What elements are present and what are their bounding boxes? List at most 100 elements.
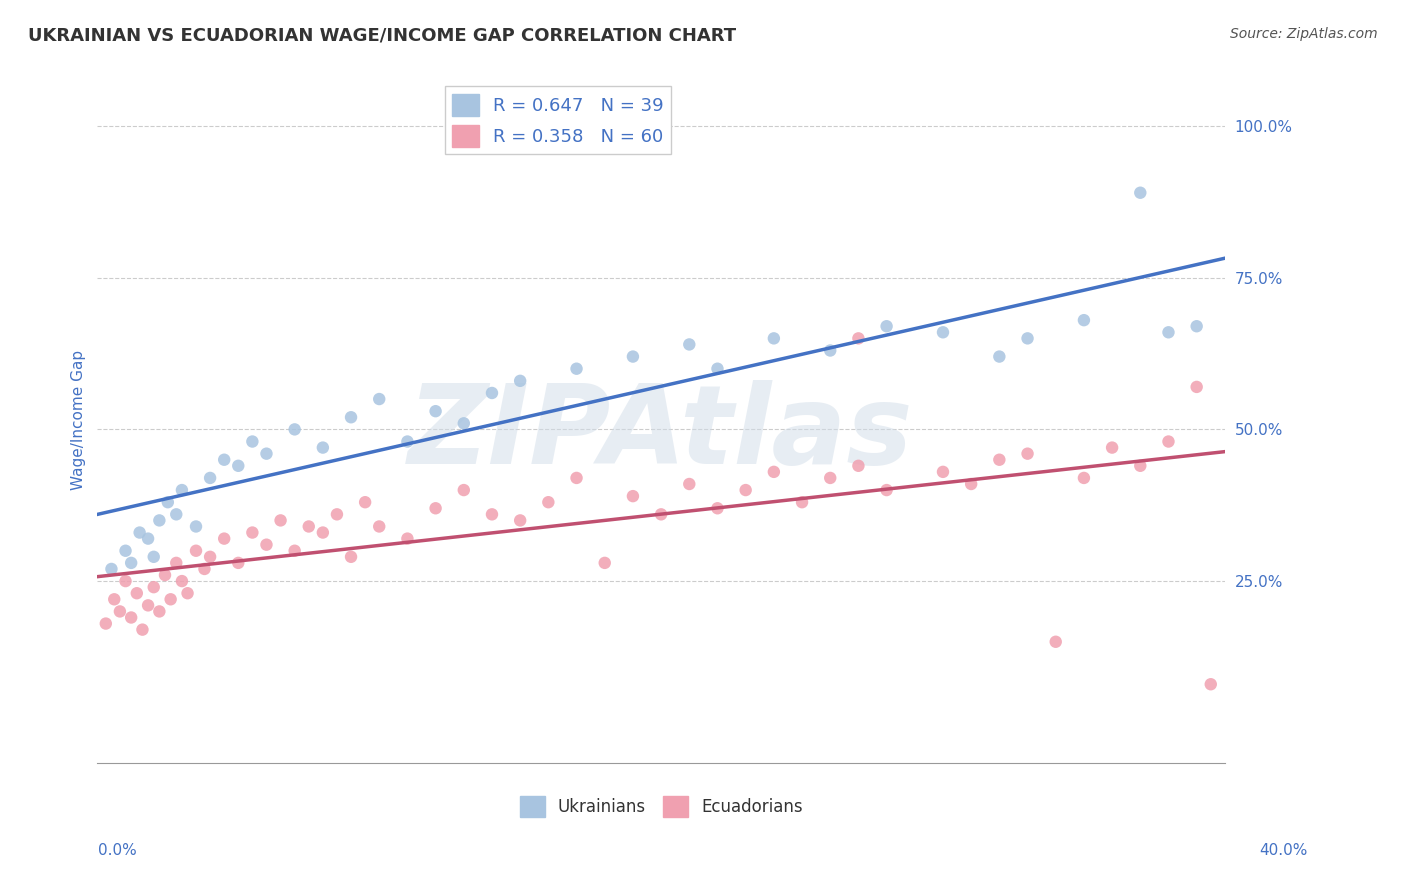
Point xyxy=(678,337,700,351)
Point xyxy=(1101,441,1123,455)
Point xyxy=(198,549,221,564)
Point xyxy=(284,543,307,558)
Point xyxy=(876,319,898,334)
Point xyxy=(453,417,475,431)
Point xyxy=(165,556,187,570)
Point xyxy=(284,422,307,436)
Point xyxy=(621,350,644,364)
Point xyxy=(298,519,321,533)
Point xyxy=(136,599,159,613)
Point xyxy=(621,489,644,503)
Point xyxy=(565,471,588,485)
Text: Source: ZipAtlas.com: Source: ZipAtlas.com xyxy=(1230,27,1378,41)
Point xyxy=(790,495,813,509)
Point xyxy=(848,458,870,473)
Point xyxy=(176,586,198,600)
Point xyxy=(1129,186,1152,200)
Point xyxy=(706,501,728,516)
Point xyxy=(170,483,193,497)
Point xyxy=(1045,634,1067,648)
Point xyxy=(1073,313,1095,327)
Point xyxy=(114,543,136,558)
Text: 0.0%: 0.0% xyxy=(98,843,138,858)
Text: 40.0%: 40.0% xyxy=(1260,843,1308,858)
Point xyxy=(340,410,363,425)
Point xyxy=(242,525,264,540)
Point xyxy=(988,452,1011,467)
Point xyxy=(1157,326,1180,340)
Point xyxy=(734,483,756,497)
Point xyxy=(131,623,153,637)
Point xyxy=(153,568,176,582)
Point xyxy=(932,326,955,340)
Point xyxy=(509,374,531,388)
Point xyxy=(650,508,672,522)
Point xyxy=(226,556,249,570)
Point xyxy=(193,562,215,576)
Point xyxy=(565,361,588,376)
Point xyxy=(108,604,131,618)
Point xyxy=(120,610,142,624)
Point xyxy=(593,556,616,570)
Point xyxy=(537,495,560,509)
Text: UKRAINIAN VS ECUADORIAN WAGE/INCOME GAP CORRELATION CHART: UKRAINIAN VS ECUADORIAN WAGE/INCOME GAP … xyxy=(28,27,737,45)
Point xyxy=(848,331,870,345)
Point xyxy=(481,386,503,401)
Point xyxy=(1017,447,1039,461)
Point xyxy=(354,495,377,509)
Point xyxy=(256,538,278,552)
Point xyxy=(212,452,235,467)
Legend: Ukrainians, Ecuadorians: Ukrainians, Ecuadorians xyxy=(513,789,810,823)
Point xyxy=(142,549,165,564)
Point xyxy=(706,361,728,376)
Text: ZIPAtlas: ZIPAtlas xyxy=(408,381,914,488)
Point xyxy=(762,465,785,479)
Point xyxy=(960,477,983,491)
Point xyxy=(818,471,841,485)
Point xyxy=(128,525,150,540)
Point xyxy=(100,562,122,576)
Point xyxy=(198,471,221,485)
Point xyxy=(326,508,349,522)
Point xyxy=(425,404,447,418)
Point xyxy=(1073,471,1095,485)
Point xyxy=(1199,677,1222,691)
Point xyxy=(212,532,235,546)
Point xyxy=(312,525,335,540)
Point xyxy=(148,513,170,527)
Point xyxy=(876,483,898,497)
Point xyxy=(1185,380,1208,394)
Point xyxy=(762,331,785,345)
Point xyxy=(184,519,207,533)
Point xyxy=(1157,434,1180,449)
Point xyxy=(396,532,419,546)
Point xyxy=(425,501,447,516)
Point xyxy=(678,477,700,491)
Point xyxy=(184,543,207,558)
Point xyxy=(481,508,503,522)
Point xyxy=(988,350,1011,364)
Point xyxy=(165,508,187,522)
Point xyxy=(1129,458,1152,473)
Point xyxy=(368,392,391,406)
Point xyxy=(509,513,531,527)
Point xyxy=(396,434,419,449)
Point xyxy=(136,532,159,546)
Point xyxy=(368,519,391,533)
Point xyxy=(226,458,249,473)
Point xyxy=(170,574,193,588)
Point xyxy=(818,343,841,358)
Point xyxy=(156,495,179,509)
Point xyxy=(453,483,475,497)
Point xyxy=(120,556,142,570)
Point xyxy=(340,549,363,564)
Point xyxy=(312,441,335,455)
Point xyxy=(1185,319,1208,334)
Point xyxy=(242,434,264,449)
Point xyxy=(94,616,117,631)
Point xyxy=(142,580,165,594)
Point xyxy=(256,447,278,461)
Point xyxy=(125,586,148,600)
Point xyxy=(103,592,125,607)
Point xyxy=(148,604,170,618)
